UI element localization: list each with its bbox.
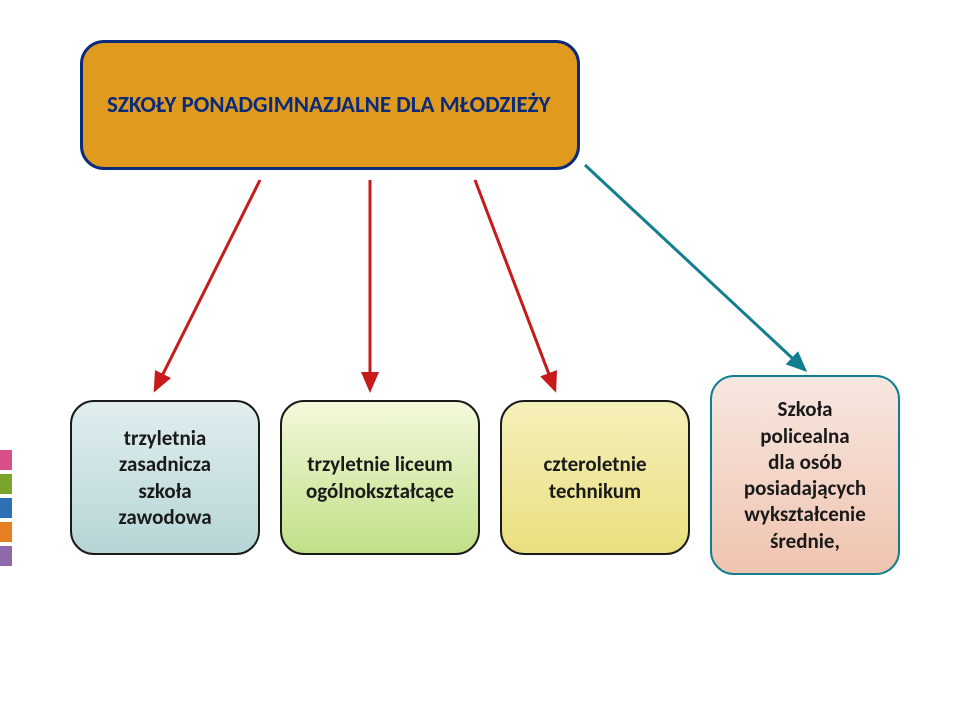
arrow-0 <box>155 180 260 390</box>
child-box-policealna: Szkoła policealna dla osób posiadających… <box>710 375 900 575</box>
child-box-zsz: trzyletnia zasadnicza szkoła zawodowa <box>70 400 260 555</box>
child-label-policealna: Szkoła policealna dla osób posiadających… <box>744 396 866 554</box>
sidebar-tab-4 <box>0 546 12 566</box>
arrow-2 <box>475 180 555 390</box>
main-category-box: SZKOŁY PONADGIMNAZJALNE DLA MŁODZIEŻY <box>80 40 580 170</box>
child-box-lo: trzyletnie liceum ogólnokształcące <box>280 400 480 555</box>
sidebar-tab-0 <box>0 450 12 470</box>
sidebar-tab-1 <box>0 474 12 494</box>
child-label-lo: trzyletnie liceum ogólnokształcące <box>306 451 454 504</box>
child-label-technikum: czteroletnie technikum <box>543 451 646 504</box>
sidebar-tab-3 <box>0 522 12 542</box>
sidebar-tab-2 <box>0 498 12 518</box>
arrow-3 <box>585 165 805 370</box>
child-label-zsz: trzyletnia zasadnicza szkoła zawodowa <box>118 425 211 530</box>
child-box-technikum: czteroletnie technikum <box>500 400 690 555</box>
main-category-label: SZKOŁY PONADGIMNAZJALNE DLA MŁODZIEŻY <box>107 91 550 119</box>
